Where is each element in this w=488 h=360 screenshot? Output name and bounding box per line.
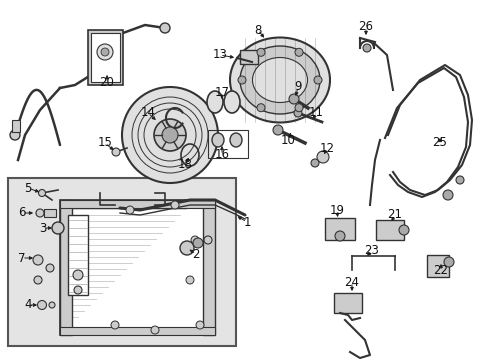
Circle shape bbox=[293, 109, 302, 117]
Circle shape bbox=[38, 301, 46, 310]
Circle shape bbox=[334, 231, 345, 241]
Bar bbox=[325, 218, 354, 240]
Circle shape bbox=[74, 286, 82, 294]
Text: 24: 24 bbox=[344, 275, 359, 288]
Bar bbox=[426, 255, 448, 277]
Text: 21: 21 bbox=[386, 208, 402, 221]
Circle shape bbox=[126, 206, 134, 214]
Text: 23: 23 bbox=[364, 244, 379, 257]
Circle shape bbox=[203, 236, 212, 244]
Bar bbox=[203, 200, 215, 335]
Text: 14: 14 bbox=[140, 107, 155, 120]
Bar bbox=[240, 50, 258, 64]
Ellipse shape bbox=[206, 91, 223, 113]
Circle shape bbox=[288, 94, 298, 104]
Circle shape bbox=[316, 151, 328, 163]
Bar bbox=[91, 33, 120, 82]
Circle shape bbox=[154, 119, 185, 151]
Circle shape bbox=[455, 176, 463, 184]
Text: 18: 18 bbox=[177, 158, 192, 171]
Text: 17: 17 bbox=[214, 85, 229, 99]
Text: 11: 11 bbox=[308, 107, 323, 120]
Text: 20: 20 bbox=[100, 77, 114, 90]
Bar bbox=[207, 130, 247, 158]
Circle shape bbox=[10, 130, 20, 140]
Bar bbox=[8, 178, 236, 346]
Bar bbox=[88, 30, 123, 85]
Text: 22: 22 bbox=[433, 265, 447, 278]
Circle shape bbox=[191, 236, 199, 244]
Bar bbox=[12, 120, 20, 132]
Ellipse shape bbox=[181, 144, 199, 166]
Bar bbox=[60, 200, 72, 335]
Text: 19: 19 bbox=[329, 203, 344, 216]
Circle shape bbox=[257, 104, 264, 112]
Circle shape bbox=[185, 276, 194, 284]
Text: 12: 12 bbox=[319, 141, 334, 154]
Text: 16: 16 bbox=[214, 148, 229, 162]
Circle shape bbox=[180, 241, 194, 255]
Circle shape bbox=[442, 190, 452, 200]
Text: 8: 8 bbox=[254, 23, 261, 36]
Circle shape bbox=[122, 87, 218, 183]
Circle shape bbox=[162, 127, 178, 143]
Ellipse shape bbox=[252, 58, 307, 103]
Ellipse shape bbox=[240, 46, 319, 114]
Circle shape bbox=[257, 48, 264, 56]
Bar bbox=[60, 327, 215, 335]
Ellipse shape bbox=[229, 133, 242, 147]
Text: 13: 13 bbox=[212, 49, 227, 62]
Text: 3: 3 bbox=[39, 221, 46, 234]
Text: 9: 9 bbox=[294, 81, 301, 94]
Circle shape bbox=[443, 257, 453, 267]
Circle shape bbox=[398, 225, 408, 235]
Bar bbox=[60, 200, 215, 208]
Circle shape bbox=[294, 48, 303, 56]
Text: 7: 7 bbox=[18, 252, 26, 265]
Circle shape bbox=[310, 159, 318, 167]
Text: 25: 25 bbox=[432, 136, 447, 149]
Circle shape bbox=[196, 321, 203, 329]
Bar bbox=[375, 220, 403, 240]
Ellipse shape bbox=[224, 91, 240, 113]
Circle shape bbox=[112, 148, 120, 156]
Text: 10: 10 bbox=[280, 134, 295, 147]
Ellipse shape bbox=[212, 133, 224, 147]
Circle shape bbox=[36, 209, 44, 217]
Text: 4: 4 bbox=[24, 298, 32, 311]
Circle shape bbox=[46, 264, 54, 272]
Ellipse shape bbox=[229, 37, 329, 122]
Circle shape bbox=[313, 76, 321, 84]
Circle shape bbox=[151, 326, 159, 334]
Bar bbox=[44, 209, 56, 217]
Circle shape bbox=[294, 104, 303, 112]
Circle shape bbox=[193, 238, 203, 248]
Bar bbox=[60, 200, 215, 335]
Circle shape bbox=[272, 125, 283, 135]
Bar bbox=[333, 293, 361, 313]
Text: 1: 1 bbox=[243, 216, 250, 229]
Circle shape bbox=[362, 44, 370, 52]
Circle shape bbox=[160, 23, 170, 33]
Circle shape bbox=[238, 76, 245, 84]
Bar bbox=[68, 215, 88, 295]
Circle shape bbox=[34, 276, 42, 284]
Circle shape bbox=[171, 201, 179, 209]
Circle shape bbox=[111, 321, 119, 329]
Text: 2: 2 bbox=[192, 248, 199, 261]
Text: 5: 5 bbox=[24, 181, 32, 194]
Circle shape bbox=[97, 44, 113, 60]
Circle shape bbox=[52, 222, 64, 234]
Circle shape bbox=[49, 302, 55, 308]
Text: 26: 26 bbox=[358, 21, 373, 33]
Circle shape bbox=[101, 48, 109, 56]
Circle shape bbox=[39, 189, 45, 197]
Circle shape bbox=[73, 270, 83, 280]
Text: 15: 15 bbox=[98, 136, 112, 149]
Circle shape bbox=[33, 255, 43, 265]
Text: 6: 6 bbox=[18, 207, 26, 220]
